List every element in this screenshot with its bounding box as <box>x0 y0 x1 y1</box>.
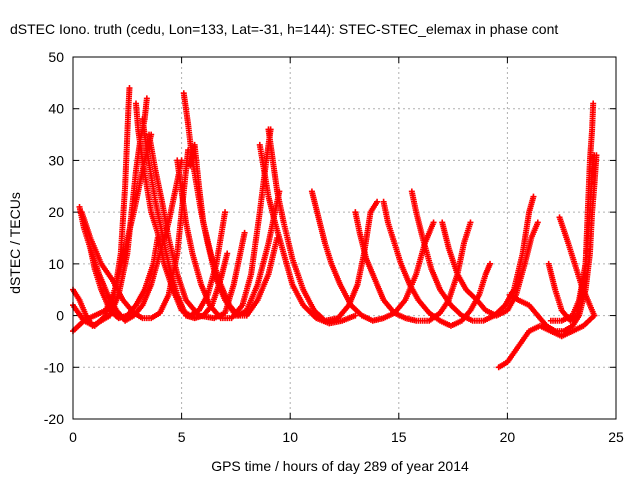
series-13 <box>256 141 359 327</box>
x-tick-label: 25 <box>608 429 624 445</box>
y-tick-label: -10 <box>44 359 64 375</box>
x-tick-label: 20 <box>500 429 516 445</box>
x-tick-label: 15 <box>391 429 407 445</box>
data-point <box>534 219 541 226</box>
x-axis-title: GPS time / hours of day 289 of year 2014 <box>211 458 469 474</box>
data-point <box>487 260 494 267</box>
y-tick-label: 30 <box>48 152 64 168</box>
y-tick-label: 50 <box>48 49 64 65</box>
chart-title: dSTEC Iono. truth (cedu, Lon=133, Lat=-3… <box>10 21 558 37</box>
data-layer <box>70 85 600 371</box>
series-6 <box>87 235 161 322</box>
x-tick-label: 10 <box>282 429 298 445</box>
data-point <box>590 100 597 107</box>
x-tick-label: 0 <box>69 429 77 445</box>
series-20 <box>495 312 598 371</box>
series-3 <box>70 131 155 329</box>
data-point <box>126 85 133 92</box>
data-point <box>530 193 537 200</box>
y-tick-label: 0 <box>56 308 64 324</box>
y-tick-label: 20 <box>48 204 64 220</box>
x-tick-label: 5 <box>178 429 186 445</box>
series-21 <box>506 152 600 335</box>
series-7 <box>132 100 229 319</box>
series-9 <box>146 131 248 322</box>
series-11 <box>180 90 281 319</box>
series-16 <box>352 209 474 324</box>
data-point <box>222 209 229 216</box>
data-point <box>241 229 248 236</box>
data-point <box>374 198 381 205</box>
data-point <box>224 250 231 257</box>
data-point <box>352 312 359 319</box>
data-point <box>467 219 474 226</box>
data-point <box>591 312 598 319</box>
y-axis-title: dSTEC / TECUs <box>7 192 23 294</box>
tick-layer: 0 5 10 15 20 25 -20 -10 0 10 20 30 40 50 <box>44 49 624 445</box>
series-18 <box>408 188 537 324</box>
data-point <box>591 152 598 159</box>
grid-layer <box>73 57 616 419</box>
series-19 <box>439 219 541 319</box>
data-point <box>430 219 437 226</box>
y-tick-label: 10 <box>48 256 64 272</box>
y-tick-label: -20 <box>44 411 64 427</box>
data-point <box>143 95 150 102</box>
plot-frame <box>72 56 617 420</box>
series-24 <box>547 152 598 324</box>
y-tick-label: 40 <box>48 101 64 117</box>
